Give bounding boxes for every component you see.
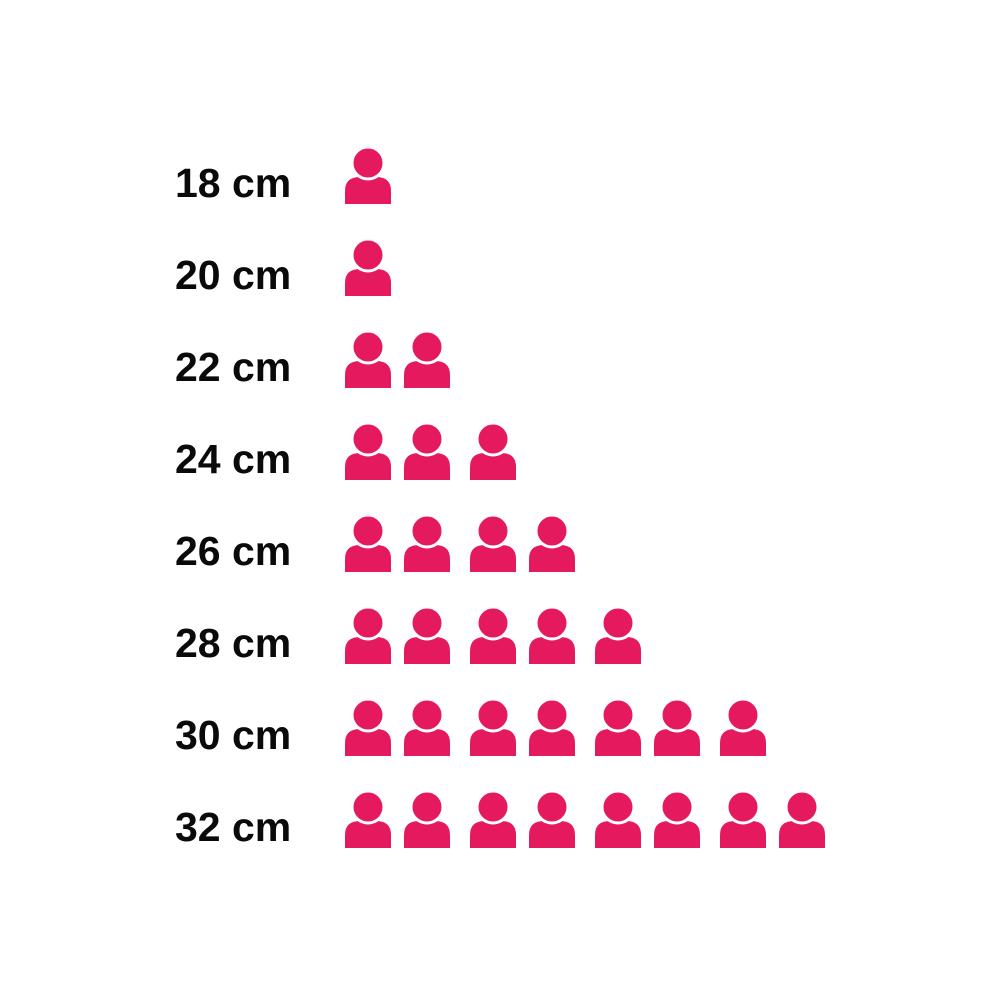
person-icon — [595, 699, 641, 756]
icon-group — [718, 791, 827, 848]
person-icon — [529, 791, 575, 848]
category-label: 24 cm — [175, 436, 292, 482]
person-icon — [404, 699, 450, 756]
person-icon — [404, 515, 450, 572]
icon-track — [343, 239, 393, 296]
category-label: 22 cm — [175, 344, 292, 390]
pictogram-row: 32 cm — [175, 791, 827, 848]
person-icon — [470, 607, 516, 664]
chart-rows: 18 cm 20 cm 22 cm 24 cm 26 cm 28 cm 30 cm 32 cm — [175, 147, 827, 848]
icon-group — [343, 331, 452, 388]
icon-group — [468, 699, 577, 756]
icon-group — [718, 699, 768, 756]
category-label: 32 cm — [175, 804, 292, 850]
person-icon — [470, 515, 516, 572]
person-icon — [529, 699, 575, 756]
pictogram-row: 24 cm — [175, 423, 827, 480]
category-label: 30 cm — [175, 712, 292, 758]
icon-track — [343, 331, 452, 388]
person-icon — [654, 699, 700, 756]
icon-track — [343, 607, 643, 664]
category-label: 28 cm — [175, 620, 292, 666]
person-icon — [779, 791, 825, 848]
pictogram-row: 18 cm — [175, 147, 827, 204]
person-icon — [720, 791, 766, 848]
icon-group — [343, 147, 393, 204]
person-icon — [345, 331, 391, 388]
icon-group — [468, 607, 577, 664]
person-icon — [345, 791, 391, 848]
icon-track — [343, 515, 577, 572]
pictogram-row: 26 cm — [175, 515, 827, 572]
icon-group — [468, 423, 518, 480]
person-icon — [345, 147, 391, 204]
person-icon — [345, 699, 391, 756]
person-icon — [345, 423, 391, 480]
person-icon — [595, 791, 641, 848]
pictogram-row: 30 cm — [175, 699, 827, 756]
person-icon — [595, 607, 641, 664]
person-icon — [345, 515, 391, 572]
person-icon — [404, 607, 450, 664]
icon-group — [343, 423, 452, 480]
person-icon — [470, 699, 516, 756]
person-icon — [345, 607, 391, 664]
icon-track — [343, 423, 518, 480]
pictogram-row: 22 cm — [175, 331, 827, 388]
icon-group — [343, 791, 452, 848]
person-icon — [470, 791, 516, 848]
icon-group — [468, 515, 577, 572]
person-icon — [529, 607, 575, 664]
category-label: 26 cm — [175, 528, 292, 574]
pictogram-row: 28 cm — [175, 607, 827, 664]
icon-track — [343, 791, 827, 848]
icon-track — [343, 147, 393, 204]
pictogram-row: 20 cm — [175, 239, 827, 296]
person-icon — [404, 423, 450, 480]
icon-group — [343, 607, 452, 664]
person-icon — [404, 331, 450, 388]
person-icon — [529, 515, 575, 572]
icon-group — [593, 791, 702, 848]
icon-group — [468, 791, 577, 848]
person-icon — [720, 699, 766, 756]
person-icon — [654, 791, 700, 848]
icon-group — [343, 699, 452, 756]
icon-group — [343, 515, 452, 572]
icon-track — [343, 699, 768, 756]
person-icon — [470, 423, 516, 480]
icon-group — [343, 239, 393, 296]
person-icon — [345, 239, 391, 296]
category-label: 20 cm — [175, 252, 292, 298]
icon-group — [593, 699, 702, 756]
icon-group — [593, 607, 643, 664]
person-icon — [404, 791, 450, 848]
category-label: 18 cm — [175, 160, 292, 206]
